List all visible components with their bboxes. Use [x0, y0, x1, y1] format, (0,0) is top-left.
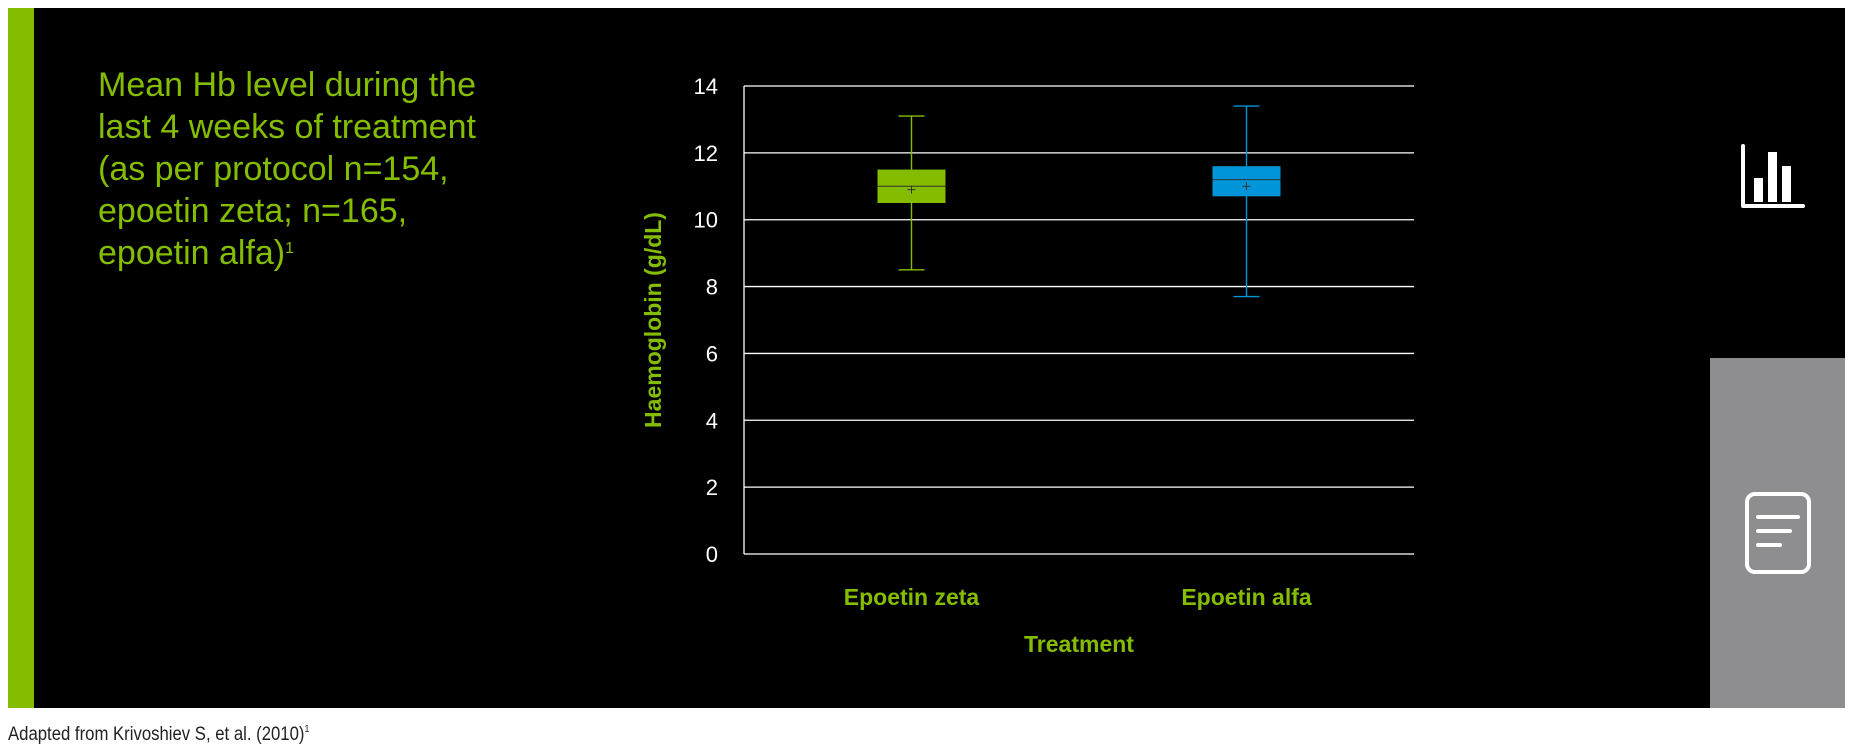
slide-panel — [8, 8, 1845, 708]
x-tick-label-1: Epoetin alfa — [1181, 584, 1312, 610]
bar-chart-icon[interactable] — [1740, 140, 1806, 212]
y-tick-label-8: 8 — [706, 275, 718, 300]
accent-bar — [8, 8, 34, 708]
title-text: Mean Hb level during the last 4 weeks of… — [98, 66, 477, 272]
y-tick-label-12: 12 — [694, 141, 718, 166]
footnote-text: Adapted from Krivoshiev S, et al. (2010) — [8, 724, 305, 745]
y-tick-label-0: 0 — [706, 542, 718, 567]
title-reference: 1 — [285, 240, 295, 257]
y-tick-label-4: 4 — [706, 408, 718, 433]
boxes — [877, 105, 1281, 298]
y-axis-label: Haemoglobin (g/dL) — [640, 212, 666, 428]
box-plot-chart: 0 2 4 6 8 10 12 14 Epoetin zeta Epoetin alfa Hae… — [640, 74, 1414, 657]
source-footnote: Adapted from Krivoshiev S, et al. (2010)… — [8, 724, 309, 746]
box-epoetin-alfa — [1212, 105, 1281, 298]
x-axis-label: Treatment — [1024, 631, 1134, 657]
iqr-box — [1212, 166, 1281, 197]
grid-lines — [743, 85, 1414, 555]
y-tick-label-2: 2 — [706, 475, 718, 500]
y-tick-label-6: 6 — [706, 341, 718, 366]
y-tick-labels: 0 2 4 6 8 10 12 14 — [694, 74, 718, 567]
side-tab-chart[interactable] — [1710, 8, 1845, 358]
footnote-reference: 1 — [304, 724, 310, 735]
x-tick-label-0: Epoetin zeta — [844, 584, 980, 610]
document-icon[interactable] — [1744, 491, 1812, 575]
y-tick-label-14: 14 — [694, 74, 718, 99]
x-tick-labels: Epoetin zeta Epoetin alfa — [844, 584, 1312, 610]
slide-title: Mean Hb level during the last 4 weeks of… — [98, 64, 568, 274]
y-tick-label-10: 10 — [694, 208, 718, 233]
box-epoetin-zeta — [877, 115, 946, 271]
